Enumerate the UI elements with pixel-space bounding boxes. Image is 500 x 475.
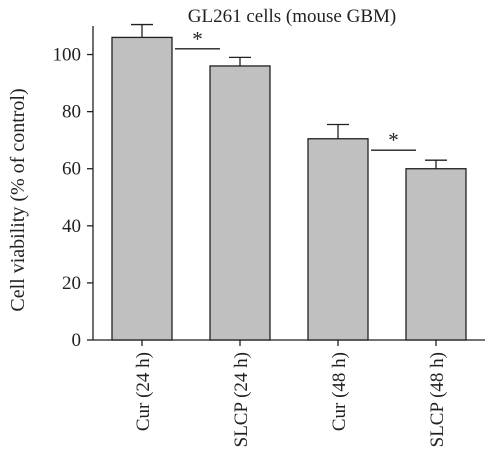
chart-title: GL261 cells (mouse GBM) [188,6,396,27]
significance-star-2: * [388,128,399,152]
x-category-label: Cur (48 h) [329,352,350,431]
x-category-label: Cur (24 h) [133,352,154,431]
significance-star-1: * [192,27,203,51]
plot-area: 0 20 40 60 80 100 Cur (24 h) SLCP (24 h) Cur (48… [53,23,485,447]
bar-3 [307,138,369,341]
bar-1 [111,36,173,341]
y-tick-label: 0 [72,330,82,351]
x-category-label: SLCP (48 h) [427,352,448,447]
y-tick-label: 60 [62,159,81,180]
y-axis-label: Cell viability (% of control) [7,88,29,311]
y-tick-label: 80 [62,102,81,123]
y-tick-label: 100 [53,45,82,66]
bar-4 [405,168,467,341]
y-tick-label: 20 [62,273,81,294]
bar-2 [209,65,271,341]
x-category-label: SLCP (24 h) [231,352,252,447]
y-tick-label: 40 [62,216,81,237]
